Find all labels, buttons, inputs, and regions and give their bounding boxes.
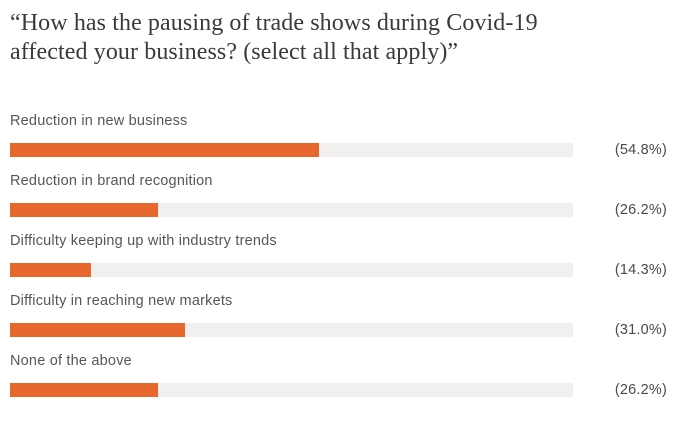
bar-line: (26.2%): [10, 382, 667, 398]
bar-row: Difficulty in reaching new markets (31.0…: [10, 292, 667, 352]
bar-label: Difficulty in reaching new markets: [10, 293, 233, 309]
bar-track: [10, 323, 573, 337]
bar-label: Reduction in brand recognition: [10, 173, 213, 189]
bar-line: (54.8%): [10, 142, 667, 158]
bar-row: None of the above (26.2%): [10, 352, 667, 412]
bar-label: Reduction in new business: [10, 113, 188, 129]
bar-track: [10, 383, 573, 397]
bar-label: Difficulty keeping up with industry tren…: [10, 233, 277, 249]
chart-title-line-1: “How has the pausing of trade shows duri…: [10, 10, 538, 36]
bar-row: Reduction in brand recognition (26.2%): [10, 172, 667, 232]
chart-title: “How has the pausing of trade shows duri…: [10, 9, 667, 67]
bar-chart: Reduction in new business (54.8%) Reduct…: [10, 112, 667, 412]
bar-value-label: (26.2%): [614, 382, 667, 398]
bar-line: (26.2%): [10, 202, 667, 218]
bar-value-label: (26.2%): [614, 202, 667, 218]
bar-track: [10, 203, 573, 217]
bar-fill: [10, 263, 91, 277]
bar-line: (14.3%): [10, 262, 667, 278]
bar-value-label: (14.3%): [614, 262, 667, 278]
bar-value-label: (31.0%): [614, 322, 667, 338]
bar-track: [10, 143, 573, 157]
bar-fill: [10, 383, 158, 397]
bar-track: [10, 263, 573, 277]
bar-fill: [10, 323, 185, 337]
bar-value-label: (54.8%): [614, 142, 667, 158]
chart-title-line-2: affected your business? (select all that…: [10, 39, 459, 65]
bar-row: Reduction in new business (54.8%): [10, 112, 667, 172]
bar-fill: [10, 143, 319, 157]
bar-fill: [10, 203, 158, 217]
bar-line: (31.0%): [10, 322, 667, 338]
bar-row: Difficulty keeping up with industry tren…: [10, 232, 667, 292]
bar-label: None of the above: [10, 353, 132, 369]
